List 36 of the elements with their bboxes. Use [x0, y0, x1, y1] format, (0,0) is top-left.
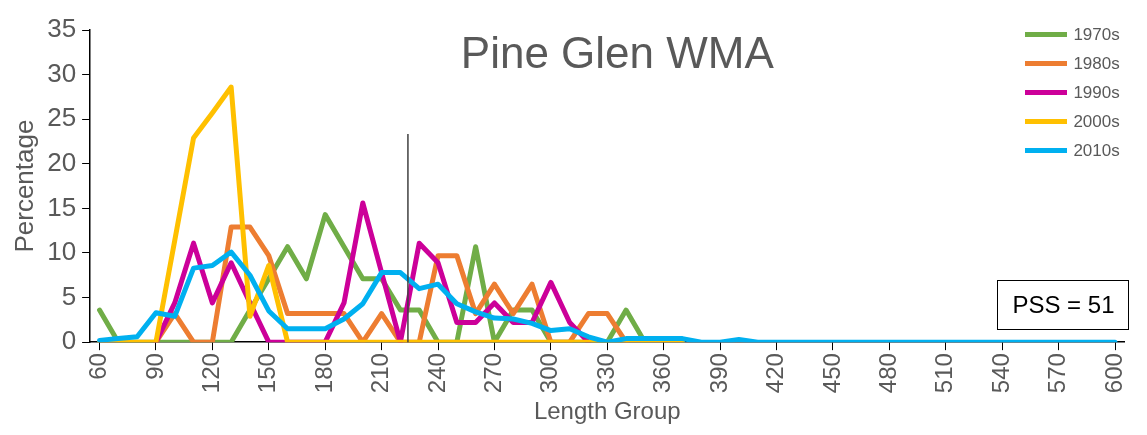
x-tick-label: 570: [1043, 353, 1071, 394]
chart-title: Pine Glen WMA: [460, 28, 775, 78]
x-tick-label: 360: [648, 353, 676, 394]
x-tick-label: 90: [140, 353, 168, 380]
y-tick-label: 15: [47, 191, 77, 222]
x-tick-label: 540: [986, 353, 1014, 394]
x-tick-label: 270: [479, 353, 507, 394]
x-tick-label: 390: [704, 353, 732, 394]
y-tick-label: 35: [47, 13, 77, 44]
legend-label: 2000s: [1073, 111, 1120, 132]
x-tick-label: 210: [366, 353, 394, 394]
y-tick-label: 5: [61, 280, 77, 311]
x-tick-label: 450: [817, 353, 845, 394]
x-tick-label: 120: [196, 353, 224, 394]
legend-label: 1970s: [1073, 24, 1120, 45]
x-tick-label: 300: [535, 353, 563, 394]
x-tick-label: 480: [873, 353, 901, 394]
x-tick-label: 150: [253, 353, 281, 394]
annotation: PSS = 51: [997, 280, 1130, 331]
x-tick-label: 420: [761, 353, 789, 394]
x-axis-title: Length Group: [533, 397, 681, 425]
x-tick-label: 60: [84, 353, 112, 380]
y-tick-label: 10: [47, 236, 77, 267]
x-tick-label: 330: [591, 353, 619, 394]
y-tick-label: 25: [47, 102, 77, 133]
y-tick-label: 20: [47, 146, 77, 177]
y-axis-title: Percentage: [8, 119, 39, 253]
legend-label: 1990s: [1073, 82, 1120, 103]
y-tick-label: 30: [47, 57, 77, 88]
x-tick-label: 180: [309, 353, 337, 394]
y-tick-label: 0: [61, 325, 77, 356]
x-tick-label: 600: [1099, 353, 1127, 394]
x-tick-label: 510: [930, 353, 958, 394]
legend-label: 1980s: [1073, 53, 1120, 74]
x-tick-label: 240: [422, 353, 450, 394]
legend-label: 2010s: [1073, 140, 1120, 161]
